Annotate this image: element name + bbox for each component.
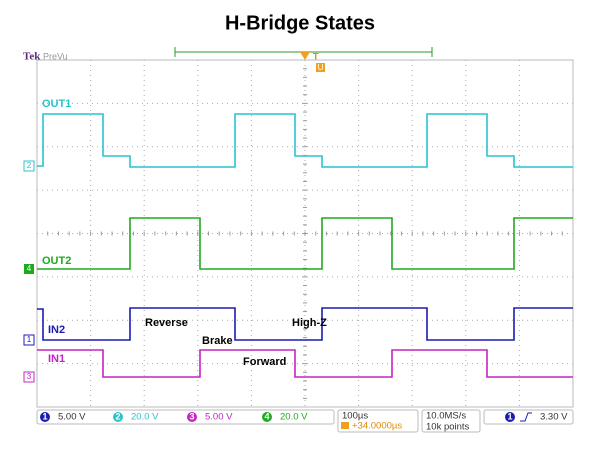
channel-badge: 1 — [42, 411, 47, 421]
in2-trace — [37, 307, 573, 341]
trigger-level: 3.30 V — [540, 412, 568, 423]
sample-rate: 10.0MS/s — [426, 411, 466, 422]
trace-label: IN2 — [48, 324, 65, 336]
trace-label: OUT1 — [42, 98, 71, 110]
channel-scale: 5.00 V — [58, 412, 86, 423]
channel-marker: 2 — [27, 161, 32, 170]
trigger-sub-box — [316, 63, 325, 72]
status-bar: 1 5.00 V 2 20.0 V 3 5.00 V 4 20.0 V 100µ… — [36, 409, 574, 433]
horizontal-position: +34.0000µs — [352, 421, 402, 432]
trigger-channel: 1 — [507, 411, 512, 421]
title: H-Bridge States — [225, 12, 375, 34]
graticule — [36, 59, 574, 408]
channel-scale: 20.0 V — [280, 412, 308, 423]
in1-trace — [37, 349, 573, 378]
channel-badge: 3 — [189, 411, 194, 421]
channel-marker: 3 — [27, 372, 32, 381]
trigger-marker: T — [313, 51, 319, 61]
mode: PreVu — [43, 51, 68, 61]
channel-marker: 1 — [27, 335, 32, 344]
channel-marker: 4 — [27, 264, 32, 273]
annotation: Forward — [243, 356, 286, 368]
channel-scale: 20.0 V — [131, 412, 159, 423]
graticule-frame — [36, 59, 574, 408]
timebase: 100µs — [342, 411, 368, 422]
out1-trace — [37, 113, 573, 168]
channel-markers: 2 4 1 3 — [23, 160, 35, 383]
annotation: Reverse — [145, 317, 188, 329]
annotation: Brake — [202, 335, 233, 347]
trigger-sub: U — [318, 63, 324, 72]
out2-trace — [37, 217, 573, 270]
channel-badge: 2 — [115, 411, 120, 421]
brand: Tek — [23, 51, 41, 63]
record-length: 10k points — [426, 422, 470, 433]
trigger-pointer — [300, 52, 310, 60]
annotation: High-Z — [292, 317, 327, 329]
channel-badge: 4 — [264, 411, 269, 421]
trace-label: OUT2 — [42, 255, 71, 267]
trace-label: IN1 — [48, 353, 65, 365]
channel-scale: 5.00 V — [205, 412, 233, 423]
